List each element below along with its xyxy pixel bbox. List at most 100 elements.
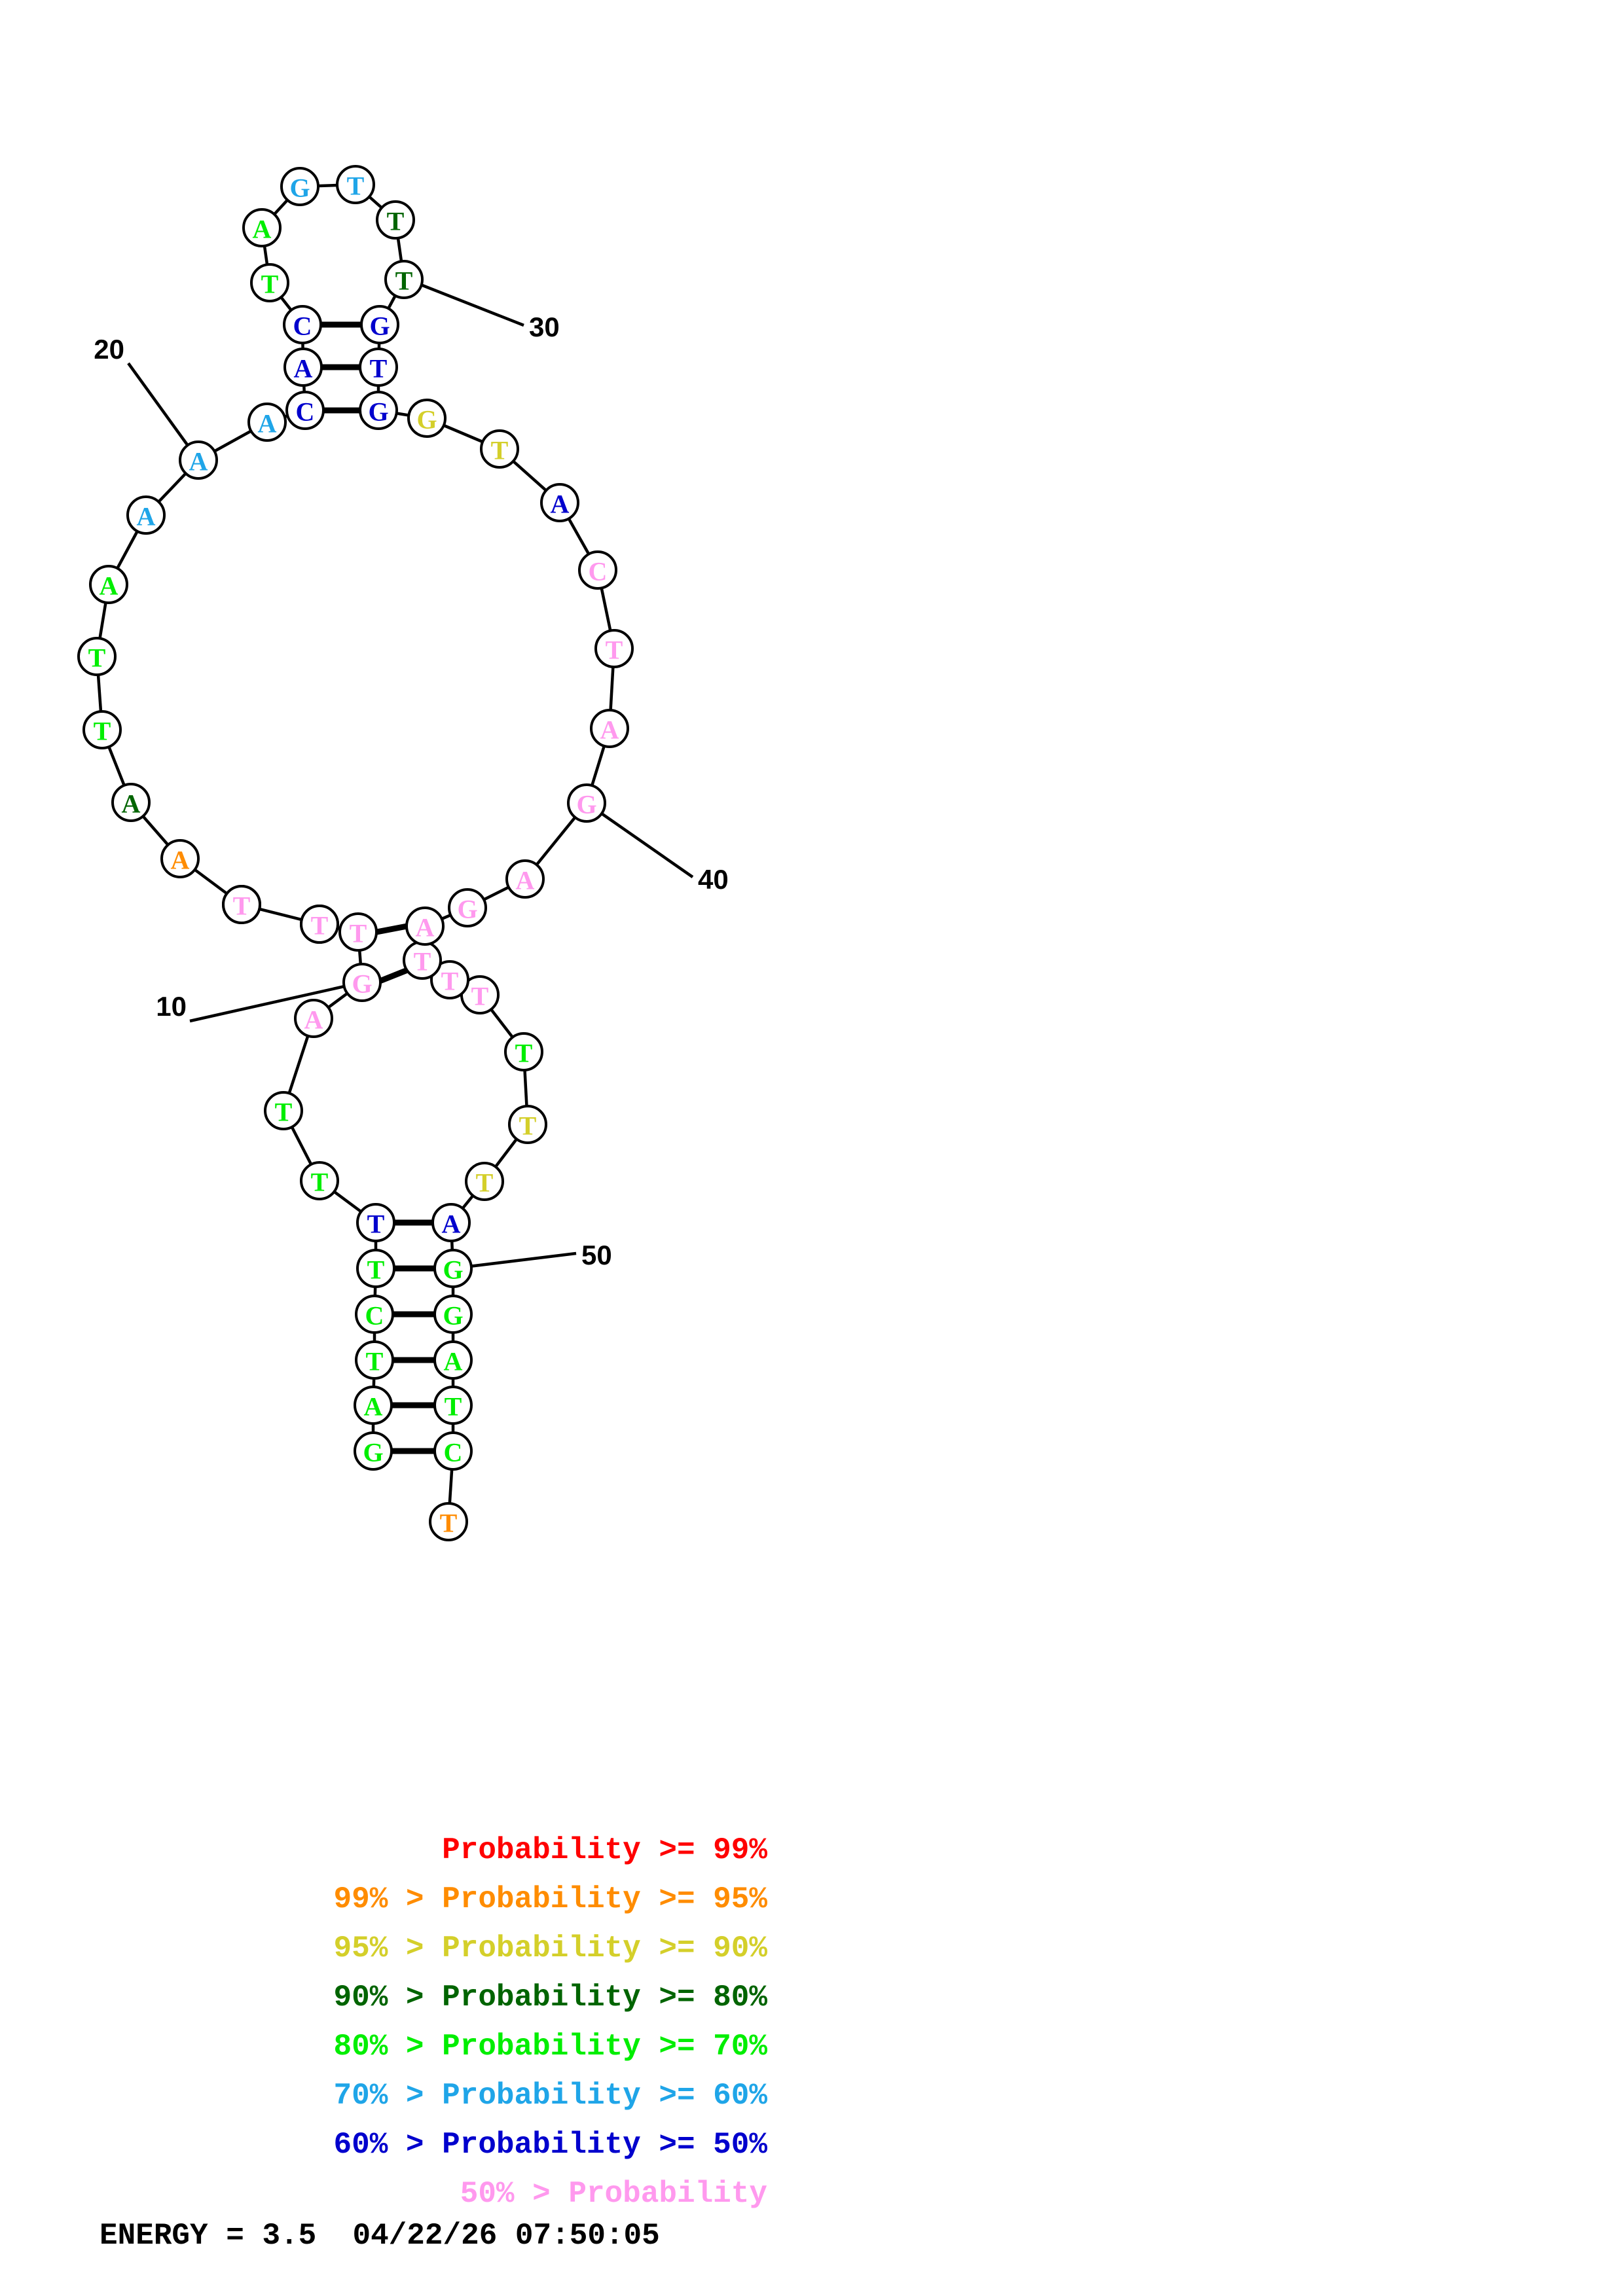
nucleotide-letter: G (352, 969, 372, 999)
nucleotide-circle (283, 348, 323, 387)
nucleotide-letter: A (122, 789, 141, 819)
nucleotide-circle (280, 167, 319, 206)
nucleotide-A: A (505, 859, 545, 899)
nucleotide-letter: C (293, 312, 312, 341)
nucleotide-letter: T (311, 911, 329, 941)
nucleotide-circle (354, 1431, 393, 1471)
nucleotide-letter: G (416, 405, 437, 435)
nucleotide-letter: A (600, 715, 619, 745)
nucleotide-letter: C (365, 1301, 384, 1331)
nucleotide-G: G (354, 1431, 393, 1471)
base-pair-bonds (321, 321, 435, 1454)
nucleotide-T: T (356, 1203, 395, 1242)
nucleotide-circle (111, 783, 151, 822)
nucleotide-circle (356, 1249, 395, 1288)
nucleotide-letter: T (519, 1111, 537, 1141)
nucleotide-T: T (433, 1386, 473, 1425)
nucleotide-circle (336, 165, 375, 204)
probability-legend: Probability >= 99% 99% > Probability >= … (100, 1826, 767, 2219)
nucleotide-letter: T (395, 266, 413, 296)
nucleotide-A: A (405, 906, 445, 946)
nucleotide-circle (247, 403, 287, 442)
nucleotide-circle (342, 963, 382, 1002)
position-number-labels: 10 20 30 40 50 (94, 312, 728, 1270)
nucleotide-A: A (126, 495, 166, 535)
nucleotide-G: G (359, 391, 398, 430)
nucleotide-letter: G (576, 790, 596, 819)
nucleotide-A: A (294, 999, 333, 1038)
nucleotide-circle (480, 429, 519, 469)
nucleotide-circle (354, 1386, 393, 1425)
nucleotide-letter: A (137, 502, 156, 531)
nucleotide-circle (294, 999, 333, 1038)
nucleotide-circle (376, 200, 415, 240)
nucleotide-circle (578, 550, 617, 590)
nucleotide-C: C (283, 305, 322, 344)
nucleotide-letter: G (289, 173, 310, 203)
nucleotide-T: T (356, 1249, 395, 1288)
nucleotide-letter: T (445, 1392, 462, 1422)
nucleotide-circle (222, 885, 261, 924)
nucleotide-letter: G (369, 312, 390, 341)
nucleotide-circle (360, 305, 399, 344)
legend-row: 50% > Probability (460, 2177, 767, 2211)
nucleotide-T: T (594, 629, 634, 668)
nucleotide-C: C (285, 391, 325, 430)
nucleotide-circle (82, 710, 122, 749)
nucleotide-letter: T (233, 891, 251, 921)
nucleotide-G: G (567, 783, 606, 823)
nucleotide-letter: A (364, 1392, 383, 1422)
nucleotide-C: C (578, 550, 617, 590)
nucleotide-letter: T (94, 717, 111, 746)
legend-row: Probability >= 99% (442, 1833, 767, 1867)
position-label-30: 30 (529, 312, 560, 342)
nucleotide-A: A (247, 403, 287, 442)
nucleotide-T: T (250, 263, 289, 302)
nucleotide-T: T (429, 1502, 468, 1541)
nucleotide-A: A (179, 440, 218, 480)
nucleotide-T: T (465, 1162, 504, 1201)
nucleotide-letter: T (347, 171, 365, 201)
nucleotide-letter: G (443, 1301, 463, 1331)
nucleotide-T: T (336, 165, 375, 204)
position-label-50: 50 (581, 1240, 612, 1270)
nucleotide-letter: T (606, 636, 623, 665)
nucleotide-A: A (160, 839, 200, 878)
nucleotide-A: A (283, 348, 323, 387)
nucleotide-letter: T (515, 1039, 533, 1068)
nucleotide-letter: T (441, 967, 459, 996)
nucleotide-T: T (480, 429, 519, 469)
nucleotide-circle (429, 1502, 468, 1541)
nucleotide-G: G (360, 305, 399, 344)
nucleotide-G: G (407, 399, 447, 438)
nucleotide-G: G (433, 1249, 473, 1288)
nucleotide-letter: T (387, 207, 405, 236)
nucleotide-circle (179, 440, 218, 480)
nucleotide-circle (465, 1162, 504, 1201)
nucleotide-T: T (300, 1161, 339, 1200)
nucleotide-letter: A (171, 846, 190, 875)
nucleotide-letter: G (368, 397, 388, 427)
nucleotide-circle (89, 565, 128, 604)
nucleotide-circle (285, 391, 325, 430)
nucleotide-letter: T (261, 270, 279, 299)
nucleotide-letter: C (296, 397, 315, 427)
nucleotide-letter: A (258, 409, 277, 439)
nucleotide-A: A (89, 565, 128, 604)
nucleotide-layer: TTTGATTTTCTAGTCTAGGATTTTTTAGAGATCATGGTGT… (77, 165, 634, 1541)
nucleotide-circle (77, 637, 117, 676)
nucleotide-A: A (433, 1340, 473, 1380)
nucleotide-G: G (342, 963, 382, 1002)
nucleotide-letter: A (100, 571, 119, 601)
nucleotide-T: T (355, 1340, 394, 1380)
nucleotide-circle (433, 1249, 473, 1288)
position-label-10: 10 (156, 991, 187, 1022)
position-leader-lines (127, 278, 694, 1270)
nucleotide-letter: T (350, 919, 367, 948)
nucleotide-T: T (77, 637, 117, 676)
nucleotide-circle (433, 1340, 473, 1380)
legend-row: 99% > Probability >= 95% (333, 1882, 767, 1916)
legend-row: 70% > Probability >= 60% (333, 2079, 767, 2113)
nucleotide-T: T (222, 885, 261, 924)
nucleotide-letter: T (440, 1509, 458, 1538)
